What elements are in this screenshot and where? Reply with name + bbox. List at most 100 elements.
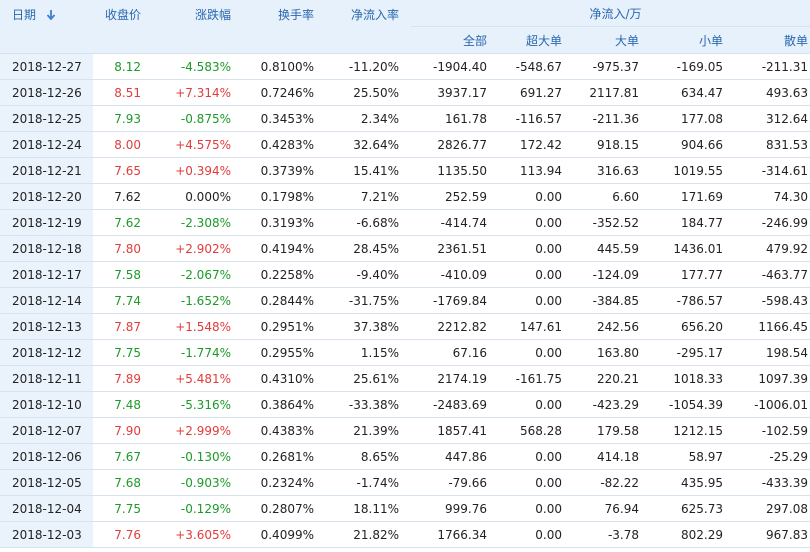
cell-close: 7.62 bbox=[93, 209, 153, 236]
cell-large: 163.80 bbox=[574, 339, 651, 366]
cell-super-large: 0.00 bbox=[499, 469, 574, 496]
cell-total: 3937.17 bbox=[411, 79, 499, 106]
cell-change-pct: -2.067% bbox=[153, 261, 243, 288]
col-header-net-inflow-rate[interactable]: 净流入率 bbox=[326, 0, 411, 54]
cell-super-large: -116.57 bbox=[499, 105, 574, 132]
cell-small: -295.17 bbox=[651, 339, 735, 366]
cell-net-inflow-rate: -11.20% bbox=[326, 53, 411, 80]
table-row: 2018-12-24 8.00 +4.575% 0.4283% 32.64% 2… bbox=[0, 131, 810, 158]
cell-close: 7.75 bbox=[93, 339, 153, 366]
cell-retail: 967.83 bbox=[735, 521, 810, 548]
col-header-total[interactable]: 全部 bbox=[411, 26, 499, 54]
cell-change-pct: -2.308% bbox=[153, 209, 243, 236]
cell-turnover: 0.4194% bbox=[243, 235, 326, 262]
col-header-change-pct[interactable]: 涨跌幅 bbox=[153, 0, 243, 54]
cell-close: 7.68 bbox=[93, 469, 153, 496]
col-header-super-large[interactable]: 超大单 bbox=[499, 26, 574, 54]
cell-large: -124.09 bbox=[574, 261, 651, 288]
sort-down-arrow-icon[interactable] bbox=[46, 9, 58, 21]
col-header-large-label: 大单 bbox=[614, 33, 639, 48]
table-row: 2018-12-05 7.68 -0.903% 0.2324% -1.74% -… bbox=[0, 469, 810, 496]
cell-date: 2018-12-06 bbox=[0, 443, 93, 470]
cell-turnover: 0.2681% bbox=[243, 443, 326, 470]
col-header-close-label: 收盘价 bbox=[104, 8, 141, 22]
table-row: 2018-12-26 8.51 +7.314% 0.7246% 25.50% 3… bbox=[0, 79, 810, 106]
cell-small: 184.77 bbox=[651, 209, 735, 236]
cell-date: 2018-12-13 bbox=[0, 313, 93, 340]
table-row: 2018-12-14 7.74 -1.652% 0.2844% -31.75% … bbox=[0, 287, 810, 314]
table-row: 2018-12-18 7.80 +2.902% 0.4194% 28.45% 2… bbox=[0, 235, 810, 262]
table-row: 2018-12-25 7.93 -0.875% 0.3453% 2.34% 16… bbox=[0, 105, 810, 132]
col-header-small[interactable]: 小单 bbox=[651, 26, 735, 54]
cell-net-inflow-rate: -33.38% bbox=[326, 391, 411, 418]
cell-change-pct: 0.000% bbox=[153, 183, 243, 210]
table-row: 2018-12-27 8.12 -4.583% 0.8100% -11.20% … bbox=[0, 53, 810, 80]
cell-total: 1766.34 bbox=[411, 521, 499, 548]
cell-close: 7.93 bbox=[93, 105, 153, 132]
cell-date: 2018-12-10 bbox=[0, 391, 93, 418]
cell-small: 1212.15 bbox=[651, 417, 735, 444]
cell-net-inflow-rate: 7.21% bbox=[326, 183, 411, 210]
cell-date: 2018-12-14 bbox=[0, 287, 93, 314]
cell-retail: -314.61 bbox=[735, 157, 810, 184]
cell-date: 2018-12-27 bbox=[0, 53, 93, 80]
cell-total: -1904.40 bbox=[411, 53, 499, 80]
col-header-retail[interactable]: 散单 bbox=[735, 26, 810, 54]
cell-date: 2018-12-12 bbox=[0, 339, 93, 366]
cell-total: -2483.69 bbox=[411, 391, 499, 418]
cell-close: 8.00 bbox=[93, 131, 153, 158]
cell-change-pct: -5.316% bbox=[153, 391, 243, 418]
cell-small: 802.29 bbox=[651, 521, 735, 548]
cell-change-pct: -0.875% bbox=[153, 105, 243, 132]
cell-change-pct: +4.575% bbox=[153, 131, 243, 158]
cell-change-pct: +5.481% bbox=[153, 365, 243, 392]
cell-large: 316.63 bbox=[574, 157, 651, 184]
cell-large: 6.60 bbox=[574, 183, 651, 210]
cell-date: 2018-12-04 bbox=[0, 495, 93, 522]
cell-large: 242.56 bbox=[574, 313, 651, 340]
cell-net-inflow-rate: -6.68% bbox=[326, 209, 411, 236]
cell-total: 2826.77 bbox=[411, 131, 499, 158]
cell-retail: -102.59 bbox=[735, 417, 810, 444]
cell-net-inflow-rate: 1.15% bbox=[326, 339, 411, 366]
cell-change-pct: -0.130% bbox=[153, 443, 243, 470]
cell-turnover: 0.3739% bbox=[243, 157, 326, 184]
cell-change-pct: -1.774% bbox=[153, 339, 243, 366]
cell-super-large: 0.00 bbox=[499, 495, 574, 522]
cell-retail: -246.99 bbox=[735, 209, 810, 236]
cell-retail: 493.63 bbox=[735, 79, 810, 106]
cell-date: 2018-12-03 bbox=[0, 521, 93, 548]
cell-turnover: 0.2951% bbox=[243, 313, 326, 340]
cell-small: 171.69 bbox=[651, 183, 735, 210]
cell-total: 2174.19 bbox=[411, 365, 499, 392]
table-row: 2018-12-12 7.75 -1.774% 0.2955% 1.15% 67… bbox=[0, 339, 810, 366]
cell-turnover: 0.4283% bbox=[243, 131, 326, 158]
col-header-large[interactable]: 大单 bbox=[574, 26, 651, 54]
cell-total: 2212.82 bbox=[411, 313, 499, 340]
col-header-date[interactable]: 日期 bbox=[0, 0, 93, 54]
cell-net-inflow-rate: -31.75% bbox=[326, 287, 411, 314]
cell-retail: -433.39 bbox=[735, 469, 810, 496]
cell-super-large: 568.28 bbox=[499, 417, 574, 444]
cell-change-pct: +2.999% bbox=[153, 417, 243, 444]
col-header-close[interactable]: 收盘价 bbox=[93, 0, 153, 54]
cell-total: 161.78 bbox=[411, 105, 499, 132]
cell-turnover: 0.3193% bbox=[243, 209, 326, 236]
cell-total: 1857.41 bbox=[411, 417, 499, 444]
cell-turnover: 0.4310% bbox=[243, 365, 326, 392]
table-row: 2018-12-20 7.62 0.000% 0.1798% 7.21% 252… bbox=[0, 183, 810, 210]
cell-change-pct: +0.394% bbox=[153, 157, 243, 184]
col-header-net-inflow-rate-label: 净流入率 bbox=[350, 8, 399, 22]
cell-close: 7.67 bbox=[93, 443, 153, 470]
cell-total: -1769.84 bbox=[411, 287, 499, 314]
cell-change-pct: -0.903% bbox=[153, 469, 243, 496]
cell-close: 7.76 bbox=[93, 521, 153, 548]
cell-large: 918.15 bbox=[574, 131, 651, 158]
col-header-change-pct-label: 涨跌幅 bbox=[194, 8, 231, 22]
col-header-turnover[interactable]: 换手率 bbox=[243, 0, 326, 54]
table-row: 2018-12-06 7.67 -0.130% 0.2681% 8.65% 44… bbox=[0, 443, 810, 470]
cell-date: 2018-12-25 bbox=[0, 105, 93, 132]
cell-net-inflow-rate: -1.74% bbox=[326, 469, 411, 496]
cell-total: 2361.51 bbox=[411, 235, 499, 262]
